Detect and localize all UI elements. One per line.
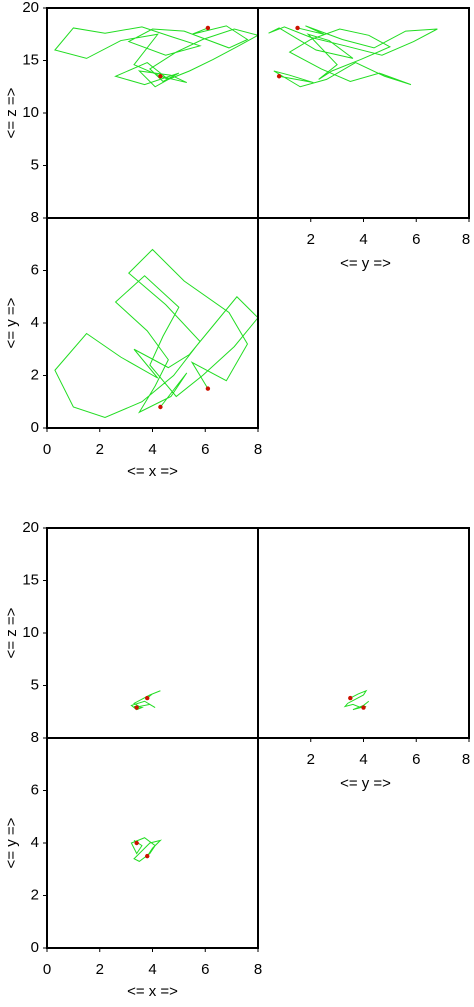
end-point — [361, 705, 366, 710]
x-tick-label: 0 — [43, 441, 51, 458]
x-tick-label: 2 — [96, 441, 104, 458]
x-axis-label: <= x => — [127, 983, 178, 1000]
x-tick-label: 4 — [148, 961, 156, 978]
trajectory — [130, 690, 161, 711]
y-axis-label: <= y => — [3, 297, 20, 348]
x-tick-label: 2 — [96, 961, 104, 978]
trajectory — [343, 689, 370, 711]
y-tick-label: 0 — [31, 419, 39, 436]
y-axis-label: <= y => — [3, 817, 20, 868]
z-tick-label: 5 — [31, 676, 39, 693]
end-point — [205, 25, 211, 31]
y-axis-label: <= y => — [340, 775, 391, 792]
trajectory — [54, 25, 258, 88]
end-point — [158, 404, 163, 410]
y-tick-label: 6 — [31, 781, 39, 798]
y-tick-label: 2 — [31, 886, 39, 903]
y-tick-label: 6 — [31, 261, 39, 278]
y-tick-label: 2 — [307, 751, 315, 768]
y-tick-label: 8 — [462, 751, 470, 768]
y-tick-label: 4 — [359, 231, 367, 248]
trajectory — [54, 248, 258, 419]
y-tick-label: 6 — [412, 231, 420, 248]
panel-frame — [46, 7, 259, 219]
x-tick-label: 6 — [201, 441, 209, 458]
y-tick-label: 8 — [31, 209, 39, 226]
y-axis-label: <= y => — [340, 255, 391, 272]
end-point — [348, 695, 353, 701]
y-tick-label: 2 — [31, 366, 39, 383]
end-point — [145, 695, 150, 701]
trajectory — [268, 25, 438, 88]
x-tick-label: 8 — [254, 961, 262, 978]
z-axis-label: <= z => — [3, 87, 20, 138]
end-point — [205, 386, 211, 391]
x-tick-label: 0 — [43, 961, 51, 978]
y-tick-label: 2 — [307, 231, 315, 248]
end-point — [276, 74, 282, 79]
z-tick-label: 10 — [22, 104, 39, 121]
z-tick-label: 5 — [31, 156, 39, 173]
y-tick-label: 0 — [31, 939, 39, 956]
y-tick-label: 6 — [412, 751, 420, 768]
end-point — [134, 840, 139, 846]
y-tick-label: 8 — [462, 231, 470, 248]
x-tick-label: 4 — [148, 441, 156, 458]
x-tick-label: 8 — [254, 441, 262, 458]
x-tick-label: 6 — [201, 961, 209, 978]
z-tick-label: 20 — [22, 519, 39, 536]
panel-frame — [46, 737, 259, 949]
y-tick-label: 4 — [31, 834, 39, 851]
panel-frame — [257, 7, 470, 219]
end-point — [295, 25, 300, 31]
z-tick-label: 15 — [22, 571, 39, 588]
z-tick-label: 15 — [22, 51, 39, 68]
y-tick-label: 4 — [359, 751, 367, 768]
x-axis-label: <= x => — [127, 463, 178, 480]
z-axis-label: <= z => — [3, 607, 20, 658]
end-point — [158, 74, 163, 79]
z-tick-label: 10 — [22, 624, 39, 641]
z-tick-label: 20 — [22, 0, 39, 16]
y-tick-label: 8 — [31, 729, 39, 746]
y-tick-label: 4 — [31, 314, 39, 331]
end-point — [134, 705, 139, 710]
end-point — [145, 853, 150, 859]
trajectory — [130, 837, 163, 862]
